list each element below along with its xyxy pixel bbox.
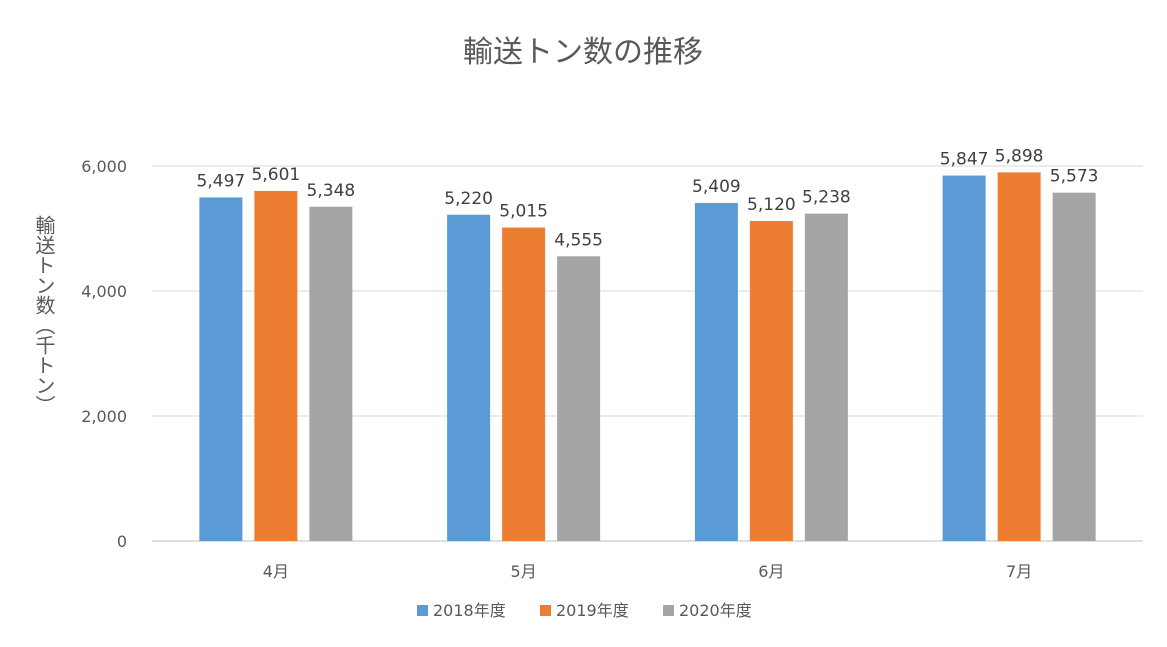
bar-2020年度-7月 xyxy=(1052,192,1096,541)
y-tick-label: 2,000 xyxy=(81,407,127,426)
data-label: 5,220 xyxy=(444,189,493,209)
bars xyxy=(199,172,1096,541)
data-label: 4,555 xyxy=(554,230,603,250)
gridlines xyxy=(152,165,1143,542)
data-label: 5,120 xyxy=(747,195,796,215)
bar-2018年度-7月 xyxy=(942,175,986,541)
data-label: 5,573 xyxy=(1050,167,1099,187)
bar-2019年度-7月 xyxy=(997,172,1041,541)
legend-swatch xyxy=(417,605,428,616)
bar-2020年度-5月 xyxy=(557,256,601,541)
y-tick-label: 0 xyxy=(117,532,127,551)
data-label: 5,898 xyxy=(995,146,1044,166)
bar-2019年度-5月 xyxy=(502,227,546,541)
legend-item[interactable]: 2019年度 xyxy=(540,601,629,620)
x-category-label: 7月 xyxy=(1006,562,1032,581)
x-category-label: 5月 xyxy=(511,562,537,581)
data-label: 5,348 xyxy=(307,181,356,201)
y-tick-label: 6,000 xyxy=(81,157,127,176)
bar-2019年度-4月 xyxy=(254,190,298,541)
legend-label: 2019年度 xyxy=(556,601,629,620)
bar-2018年度-6月 xyxy=(694,202,738,541)
bar-2019年度-6月 xyxy=(749,221,793,541)
bar-2020年度-4月 xyxy=(309,206,353,541)
bar-2020年度-6月 xyxy=(804,213,848,541)
data-label: 5,601 xyxy=(252,165,301,185)
y-tick-label: 4,000 xyxy=(81,282,127,301)
chart-title: 輸送トン数の推移 xyxy=(463,35,703,70)
legend-swatch xyxy=(663,605,674,616)
legend-label: 2018年度 xyxy=(433,601,506,620)
x-axis-categories: 4月 5月 6月 7月 xyxy=(263,562,1032,581)
legend-label: 2020年度 xyxy=(679,601,752,620)
legend-item[interactable]: 2020年度 xyxy=(663,601,752,620)
y-axis-ticks: 0 2,000 4,000 6,000 xyxy=(81,157,127,551)
data-label: 5,238 xyxy=(802,188,851,208)
data-label: 5,015 xyxy=(499,202,548,222)
bar-2018年度-5月 xyxy=(447,214,491,541)
legend-item[interactable]: 2018年度 xyxy=(417,601,506,620)
data-labels: 5,497 5,601 5,348 5,220 5,015 4,555 5,409 5,120… xyxy=(197,146,1099,250)
data-label: 5,847 xyxy=(940,150,989,170)
bar-2018年度-4月 xyxy=(199,197,243,541)
y-axis-label: 輸送トン数（千トン） xyxy=(32,215,56,415)
legend[interactable]: 2018年度 2019年度 2020年度 xyxy=(417,601,752,620)
x-category-label: 4月 xyxy=(263,562,289,581)
data-label: 5,497 xyxy=(197,171,246,191)
data-label: 5,409 xyxy=(692,177,741,197)
legend-swatch xyxy=(540,605,551,616)
x-category-label: 6月 xyxy=(758,562,784,581)
